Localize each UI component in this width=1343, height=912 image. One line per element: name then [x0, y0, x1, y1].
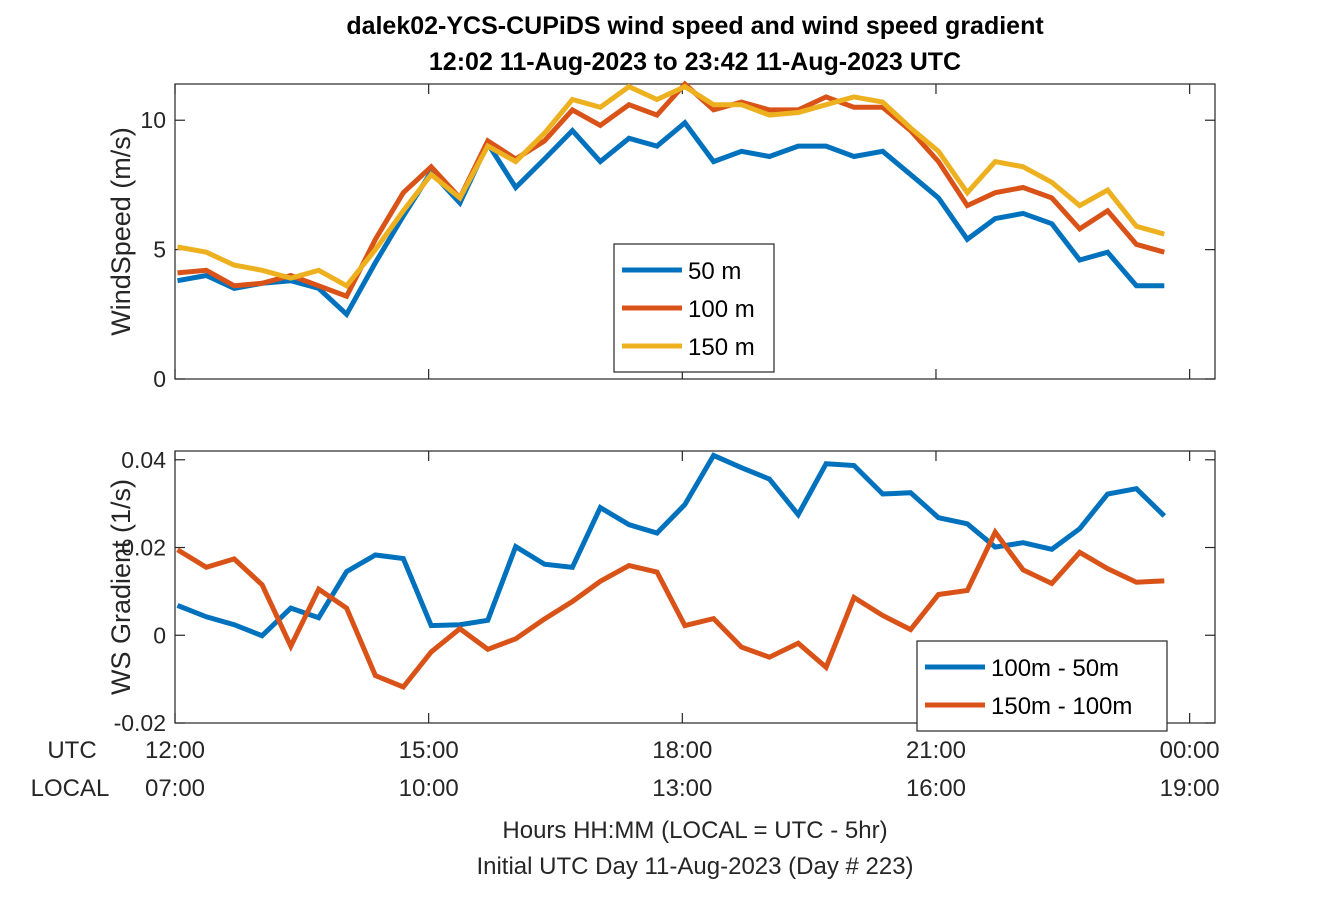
- series-line-100m: [177, 80, 1165, 300]
- series-line-150m-100m: [176, 527, 1165, 691]
- utc-tick-label: 12:00: [145, 737, 205, 764]
- utc-tick-label: 21:00: [906, 737, 966, 764]
- x-axis-label-line2: Initial UTC Day 11-Aug-2023 (Day # 223): [476, 853, 913, 880]
- x-axis-label-line1: Hours HH:MM (LOCAL = UTC - 5hr): [502, 817, 887, 844]
- series-line-50m: [177, 119, 1165, 319]
- legend-label: 50 m: [688, 258, 741, 285]
- series-line-100m-50m: [176, 452, 1167, 639]
- legend-label: 100m - 50m: [991, 655, 1119, 682]
- legend-label: 100 m: [688, 296, 755, 323]
- y-axis-label: WS Gradient (1/s): [106, 479, 136, 695]
- local-tick-label: 16:00: [906, 775, 966, 802]
- legend-label: 150 m: [688, 334, 755, 361]
- local-tick-label: 13:00: [652, 775, 712, 802]
- chart-title-line2: 12:02 11-Aug-2023 to 23:42 11-Aug-2023 U…: [429, 48, 961, 76]
- y-tick-label: 0.04: [121, 447, 166, 473]
- local-tick-labels: 07:00 10:00 13:00 16:00 19:00: [145, 775, 1220, 802]
- local-tick-label: 19:00: [1160, 775, 1220, 802]
- local-tick-label: 10:00: [399, 775, 459, 802]
- utc-tick-label: 15:00: [399, 737, 459, 764]
- y-tick-label: 5: [153, 237, 166, 263]
- local-tick-label: 07:00: [145, 775, 205, 802]
- y-tick-label: 0.02: [121, 535, 166, 561]
- utc-tick-label: 00:00: [1160, 737, 1220, 764]
- local-row-label: LOCAL: [31, 775, 110, 802]
- legend-box: [916, 640, 1168, 732]
- chart-title-line1: dalek02-YCS-CUPiDS wind speed and wind s…: [346, 12, 1044, 40]
- y-tick-label: -0.02: [114, 710, 166, 736]
- series-line-150m: [177, 83, 1165, 290]
- utc-tick-label: 18:00: [652, 737, 712, 764]
- y-tick-label: 10: [140, 107, 166, 133]
- y-tick-label: 0: [153, 366, 166, 392]
- y-axis-label: WindSpeed (m/s): [106, 127, 136, 336]
- utc-row-label: UTC: [47, 737, 96, 764]
- gradient-plot: -0.02 0 0.02 0.04 WS Gradient (1/s) 100m - 50…: [106, 447, 1216, 736]
- y-tick-label: 0: [153, 622, 166, 648]
- utc-tick-labels: 12:00 15:00 18:00 21:00 00:00: [145, 737, 1220, 764]
- legend-label: 150m - 100m: [991, 693, 1132, 720]
